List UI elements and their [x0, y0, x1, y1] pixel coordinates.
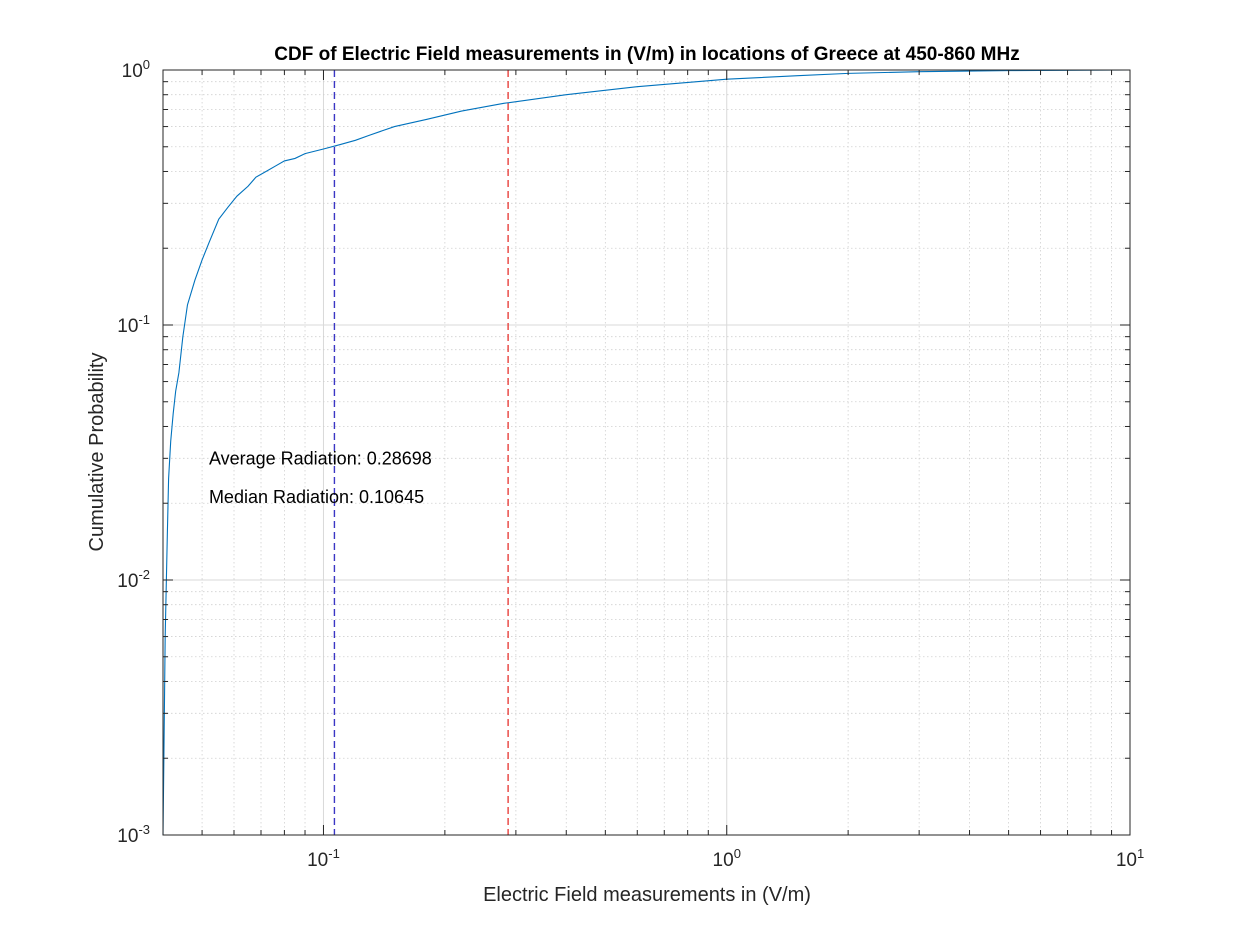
axes-box — [162, 69, 1131, 836]
x-tick-label: 100 — [713, 846, 741, 871]
series-layer — [162, 69, 1131, 836]
chart-title: CDF of Electric Field measurements in (V… — [274, 44, 1019, 65]
cdf-series-line — [162, 69, 1131, 836]
annotations: Average Radiation: 0.28698 Median Radiati… — [209, 448, 432, 506]
y-tick-label: 10-2 — [117, 567, 150, 592]
x-tick-label: 101 — [1116, 846, 1144, 871]
y-tick-labels: 10-3 10-2 10-1 100 — [117, 57, 150, 847]
x-axis-label: Electric Field measurements in (V/m) — [483, 884, 811, 906]
y-tick-label: 100 — [122, 57, 150, 82]
median-annotation: Median Radiation: 0.10645 — [209, 487, 424, 507]
average-annotation: Average Radiation: 0.28698 — [209, 448, 432, 468]
y-tick-label: 10-1 — [117, 312, 150, 337]
y-tick-label: 10-3 — [117, 822, 150, 847]
x-tick-label: 10-1 — [307, 846, 340, 871]
ticks — [162, 69, 1131, 836]
reference-lines — [333, 70, 509, 835]
y-axis-label: Cumulative Probability — [86, 353, 108, 552]
x-tick-labels: 10-1 100 101 — [307, 846, 1144, 871]
